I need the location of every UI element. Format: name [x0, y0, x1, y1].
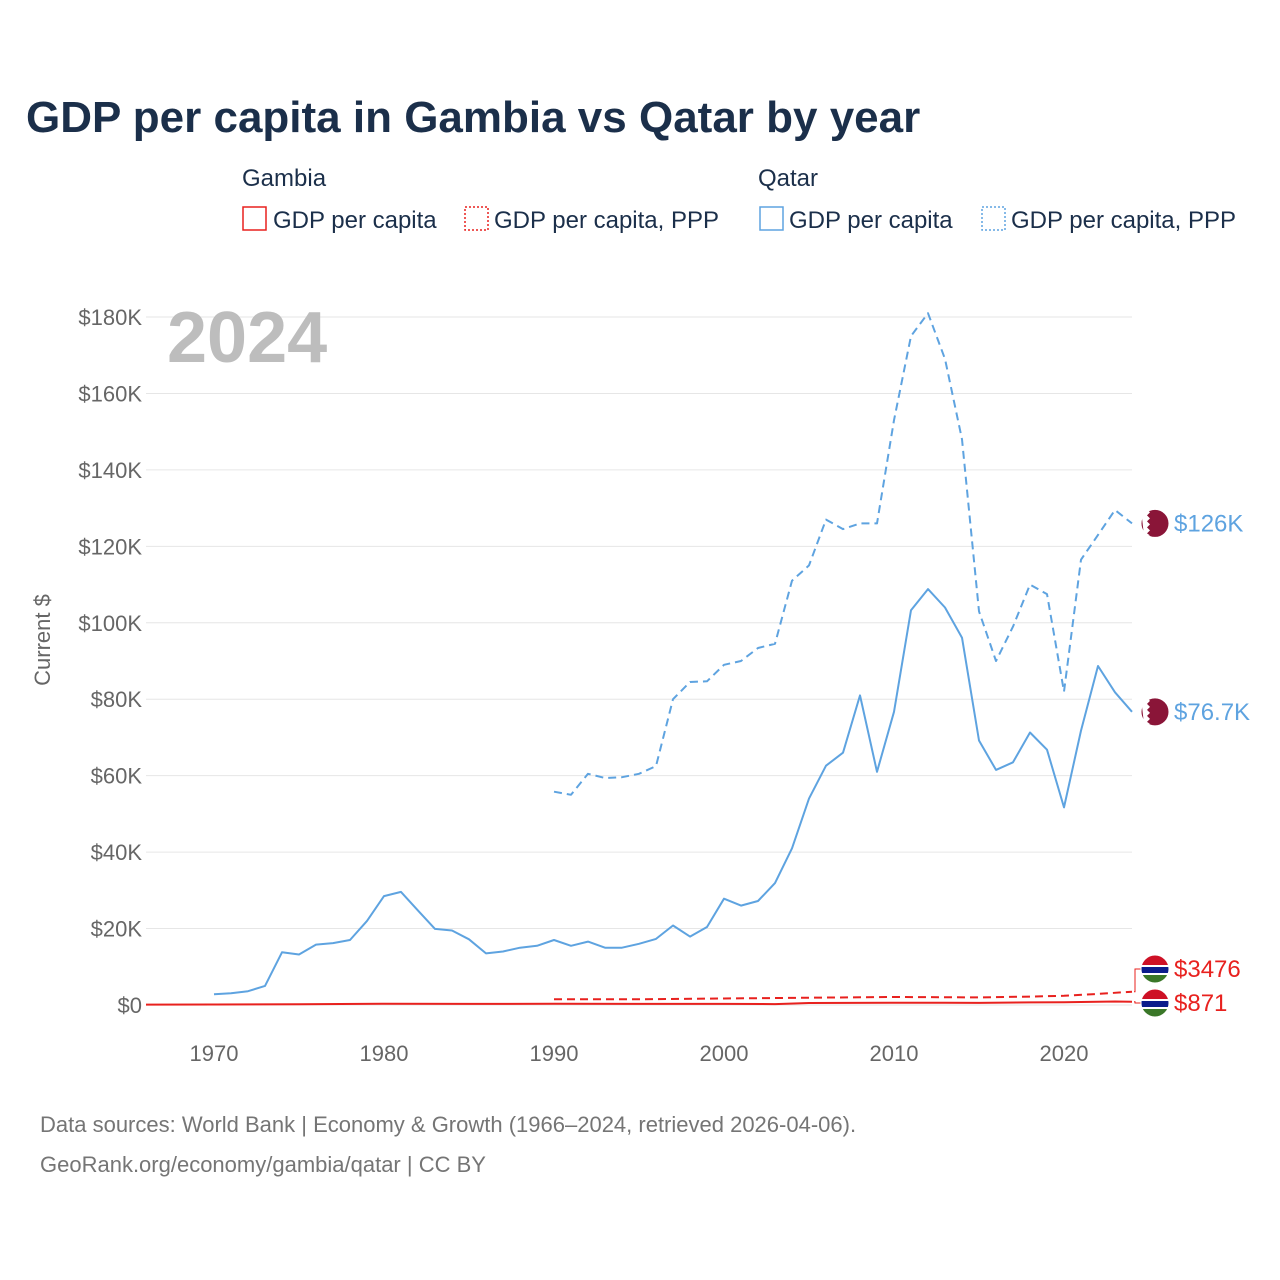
chart-title: GDP per capita in Gambia vs Qatar by yea…	[26, 93, 920, 142]
series-line-qatar-gdp-per-capita	[213, 588, 1133, 996]
qatar-flag-icon	[1140, 697, 1170, 727]
gambia-flag-icon	[1140, 954, 1170, 984]
x-tick-label: 2000	[700, 1041, 749, 1066]
series	[145, 312, 1133, 1006]
y-tick-label: $160K	[78, 381, 142, 406]
y-tick-label: $80K	[91, 687, 143, 712]
legend-swatch-qatar-gdp-ppp[interactable]	[981, 206, 1006, 231]
end-label-gambia-gdp-per-capita: $871	[1174, 990, 1227, 1017]
series-line-gambia-gdp-per-capita	[145, 1000, 1133, 1006]
y-tick-label: $100K	[78, 611, 142, 636]
y-axis-title: Current $	[30, 594, 55, 686]
series-line-qatar-gdp-per-capita-ppp	[553, 312, 1133, 796]
end-label-qatar-gdp-per-capita-ppp: $126K	[1174, 510, 1243, 537]
series-line-gambia-gdp-per-capita-ppp	[554, 990, 1133, 1001]
end-labels: $76.7K $126K $871 $3476	[1134, 508, 1250, 1018]
end-label-gambia-gdp-per-capita-ppp: $3476	[1174, 956, 1241, 983]
x-tick-label: 2010	[870, 1041, 919, 1066]
source-line-2: GeoRank.org/economy/gambia/qatar | CC BY	[40, 1152, 486, 1177]
legend-label-gambia-gdp-ppp[interactable]: GDP per capita, PPP	[494, 207, 719, 234]
x-tick-label: 2020	[1040, 1041, 1089, 1066]
grid	[146, 316, 1132, 1006]
x-tick-label: 1990	[530, 1041, 579, 1066]
legend-group-qatar: Qatar	[758, 165, 818, 192]
legend: Gambia GDP per capita GDP per capita, PP…	[242, 165, 1236, 234]
legend-label-gambia-gdp[interactable]: GDP per capita	[273, 207, 437, 234]
qatar-flag-icon	[1140, 508, 1170, 538]
y-tick-label: $0	[118, 993, 142, 1018]
y-tick-label: $60K	[91, 764, 143, 789]
legend-label-qatar-gdp[interactable]: GDP per capita	[789, 207, 953, 234]
gambia-flag-icon	[1140, 988, 1170, 1018]
legend-swatch-gambia-gdp[interactable]	[242, 206, 267, 231]
y-tick-label: $140K	[78, 458, 142, 483]
legend-swatch-gambia-gdp-ppp[interactable]	[464, 206, 489, 231]
source-line-1: Data sources: World Bank | Economy & Gro…	[40, 1112, 856, 1137]
legend-label-qatar-gdp-ppp[interactable]: GDP per capita, PPP	[1011, 207, 1236, 234]
x-axis-ticks: 1970 1980 1990 2000 2010 2020	[190, 1041, 1089, 1066]
y-tick-label: $120K	[78, 534, 142, 559]
year-label: 2024	[167, 298, 327, 378]
end-connector	[1134, 1001, 1142, 1004]
end-connector	[1134, 968, 1142, 993]
x-tick-label: 1980	[360, 1041, 409, 1066]
end-label-qatar-gdp-per-capita: $76.7K	[1174, 699, 1250, 726]
x-tick-label: 1970	[190, 1041, 239, 1066]
y-tick-label: $180K	[78, 305, 142, 330]
y-axis-ticks: $0 $20K $40K $60K $80K $100K $120K $140K $160K $1…	[78, 305, 142, 1018]
legend-swatch-qatar-gdp[interactable]	[759, 206, 784, 231]
y-tick-label: $40K	[91, 840, 143, 865]
y-tick-label: $20K	[91, 917, 143, 942]
legend-group-gambia: Gambia	[242, 165, 327, 192]
